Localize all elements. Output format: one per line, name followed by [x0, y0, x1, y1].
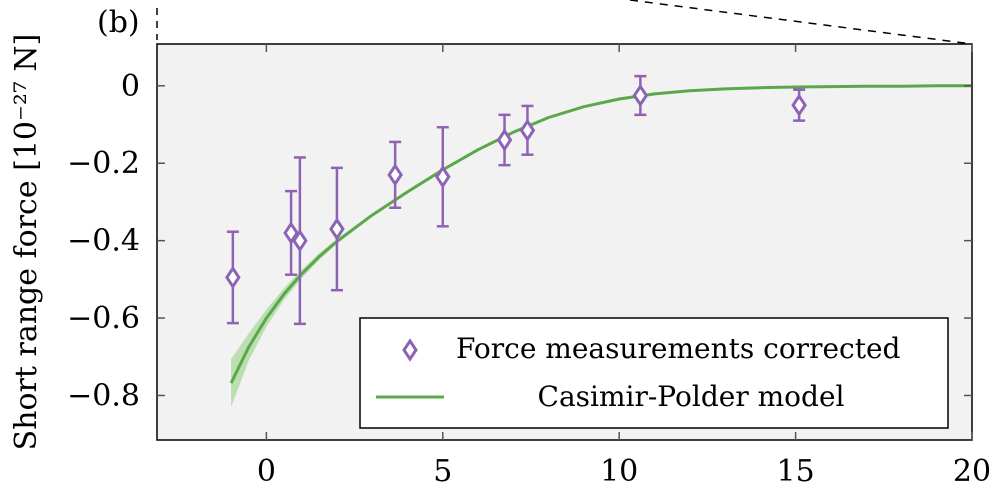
x-tick-label: 5	[433, 454, 452, 489]
y-tick-label: 0	[121, 69, 140, 104]
y-tick-label: −0.2	[67, 146, 140, 181]
y-axis-label: Short range force [10⁻²⁷ N]	[9, 34, 44, 451]
data-point-diamond	[632, 83, 649, 108]
data-point-diamond	[387, 163, 403, 187]
data-point-diamond	[225, 265, 241, 290]
panel-label: (b)	[97, 5, 140, 40]
data-point-diamond	[496, 128, 513, 152]
legend-box	[359, 317, 949, 429]
x-tick-label: 10	[600, 454, 638, 489]
y-tick-label: −0.8	[67, 378, 140, 413]
data-point-diamond	[292, 228, 308, 253]
tick-layer: 0 5 10 15 20 0 −0.2 −0.4 −0.6 −0.8	[67, 44, 991, 489]
y-tick-label: −0.4	[67, 224, 140, 259]
model-line-layer	[229, 84, 972, 384]
data-point-diamond	[519, 118, 536, 143]
x-tick-label: 20	[953, 454, 991, 489]
data-point-diamond	[434, 165, 451, 189]
legend-diamond-marker-icon	[402, 338, 418, 362]
legend-label-measurements: Force measurements corrected	[456, 332, 901, 365]
model-line	[229, 84, 972, 384]
data-point-diamond	[283, 221, 299, 245]
legend-label-model: Casimir-Polder model	[538, 380, 845, 413]
y-tick-label: −0.6	[67, 301, 140, 336]
legend: Force measurements corrected Casimir-Pol…	[359, 317, 949, 429]
zoom-line-right	[629, 0, 973, 45]
data-point-diamond	[329, 217, 345, 241]
marker-layer	[225, 83, 807, 290]
x-tick-label: 15	[776, 454, 814, 489]
axes-frame	[156, 43, 973, 441]
data-point-diamond	[791, 93, 807, 117]
x-tick-label: 0	[257, 454, 276, 489]
